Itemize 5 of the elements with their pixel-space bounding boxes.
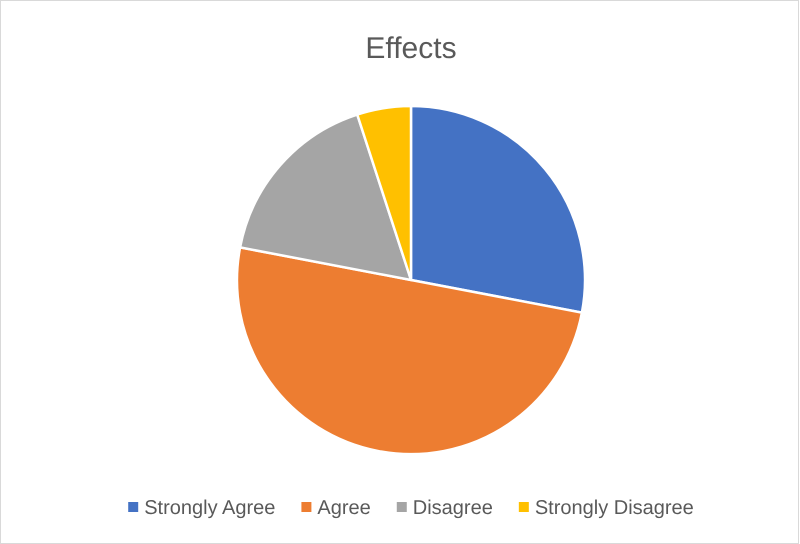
legend-label: Strongly Disagree	[534, 497, 694, 519]
legend-label: Strongly Agree	[144, 497, 276, 519]
chart-title: Effects	[365, 32, 457, 65]
legend-label: Disagree	[412, 497, 493, 519]
legend-label: Agree	[317, 497, 371, 519]
